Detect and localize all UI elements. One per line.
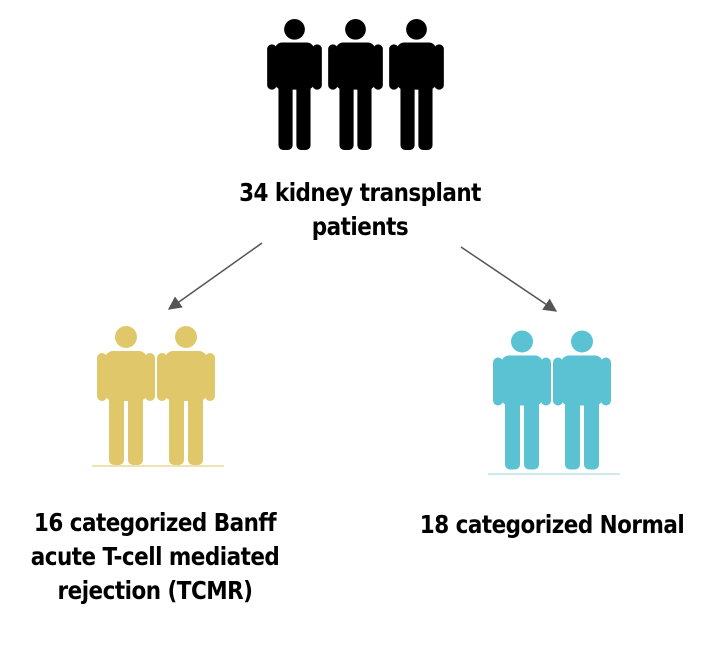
root-label-line: 34 kidney transplant [239, 178, 481, 207]
arrow-left [167, 242, 263, 310]
tcmr-label-line: acute T-cell mediated [30, 542, 280, 571]
tcmr-label: 16 categorized Banff acute T-cell mediat… [9, 506, 301, 608]
person-icon [553, 330, 611, 470]
tcmr-label-line: 16 categorized Banff [33, 508, 277, 537]
root-label: 34 kidney transplant patients [214, 176, 506, 244]
arrow-right [460, 246, 558, 312]
person-icon [157, 326, 215, 465]
tcmr-label-line: rejection (TCMR) [57, 576, 253, 605]
person-icon [97, 326, 155, 465]
tcmr-patients-icon [92, 326, 224, 467]
person-icon [493, 330, 551, 470]
root-label-line: patients [311, 212, 409, 241]
normal-patients-icon [488, 330, 620, 475]
normal-label-line: 18 categorized Normal [419, 510, 685, 539]
normal-label: 18 categorized Normal [406, 508, 698, 542]
